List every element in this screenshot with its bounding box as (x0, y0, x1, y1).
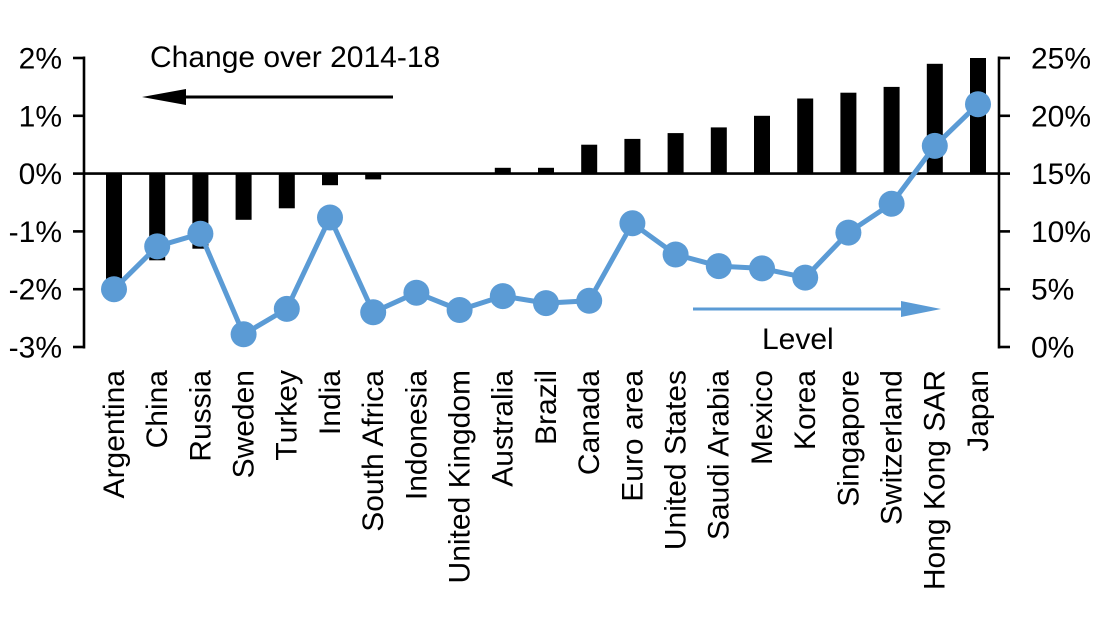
category-label-korea: Korea (789, 370, 822, 450)
category-label-switzerland: Switzerland (876, 370, 909, 525)
marker-saudi-arabia (705, 253, 732, 280)
right-axis-tick-label: 15% (1031, 158, 1091, 191)
marker-euro-area (619, 210, 646, 237)
category-label-sweden: Sweden (228, 370, 261, 478)
marker-united-states (662, 241, 689, 268)
category-label-saudi-arabia: Saudi Arabia (703, 370, 736, 540)
left-axis-tick-label: -1% (9, 216, 62, 249)
category-label-china: China (141, 370, 174, 449)
category-label-turkey: Turkey (271, 370, 304, 461)
bar-sweden (235, 173, 252, 220)
marker-korea (792, 264, 819, 291)
category-label-indonesia: Indonesia (400, 370, 433, 500)
marker-singapore (835, 219, 862, 246)
category-label-argentina: Argentina (98, 370, 131, 499)
left-axis-tick-label: 2% (19, 43, 62, 76)
category-label-mexico: Mexico (746, 370, 779, 465)
bar-united-states (667, 133, 684, 174)
category-label-united-states: United States (660, 370, 693, 550)
marker-sweden (230, 321, 257, 348)
bar-euro-area (624, 138, 641, 174)
category-label-hong-kong-sar: Hong Kong SAR (919, 370, 952, 590)
marker-canada (576, 287, 603, 314)
category-label-australia: Australia (487, 370, 520, 487)
marker-russia (187, 220, 214, 247)
marker-united-kingdom (446, 297, 473, 323)
category-label-canada: Canada (573, 370, 606, 475)
bar-switzerland (883, 86, 900, 174)
category-label-brazil: Brazil (530, 370, 563, 445)
bar-saudi-arabia (710, 127, 727, 174)
bar-series-layer (106, 58, 986, 281)
bar-argentina (106, 173, 122, 281)
right-axis-tick-label: 5% (1031, 274, 1074, 307)
bar-mexico (754, 115, 770, 174)
right-axis-tick-label: 25% (1031, 43, 1091, 76)
marker-mexico (749, 255, 775, 282)
left-arrow-icon (142, 89, 393, 105)
category-label-south-africa: South Africa (357, 370, 390, 532)
marker-china (144, 233, 171, 260)
bar-turkey (278, 173, 295, 209)
category-label-euro-area: Euro area (616, 370, 649, 502)
line-series-layer (101, 91, 991, 348)
bar-series-annotation: Change over 2014-18 (150, 41, 440, 74)
axis-labels-layer: 2% 1% 0% -1% -2% -3% 25% 20% 15% 10% 5% 0% Argentina… (9, 43, 1091, 591)
marker-south-africa (360, 299, 387, 326)
right-axis-tick-label: 0% (1031, 332, 1074, 365)
marker-turkey (273, 295, 300, 322)
marker-argentina (101, 276, 127, 303)
right-axis-tick-label: 10% (1031, 216, 1091, 249)
marker-japan (965, 91, 991, 118)
bar-singapore (840, 92, 857, 174)
category-label-japan: Japan (962, 370, 995, 452)
category-label-singapore: Singapore (832, 370, 865, 507)
marker-brazil (533, 290, 559, 317)
bar-korea (797, 98, 814, 174)
bar-brazil (538, 167, 554, 174)
right-arrow-icon (693, 301, 941, 317)
bar-india (322, 173, 338, 186)
marker-switzerland (878, 190, 905, 217)
left-axis-tick-label: -2% (9, 274, 62, 307)
axes-layer (73, 56, 1010, 349)
marker-hong-kong-sar (921, 132, 948, 159)
bar-australia (494, 167, 511, 174)
bar-canada (581, 144, 598, 174)
left-axis-tick-label: -3% (9, 332, 62, 365)
bar-south-africa (365, 173, 382, 180)
right-axis-tick-label: 20% (1031, 100, 1091, 133)
category-label-india: India (314, 370, 347, 435)
category-label-russia: Russia (184, 370, 217, 462)
marker-indonesia (403, 279, 430, 306)
marker-australia (489, 283, 516, 310)
left-axis-tick-label: 0% (19, 158, 62, 191)
category-label-united-kingdom: United Kingdom (444, 370, 477, 583)
marker-india (317, 204, 343, 231)
line-series-annotation: Level (762, 323, 834, 356)
left-axis-tick-label: 1% (19, 100, 62, 133)
